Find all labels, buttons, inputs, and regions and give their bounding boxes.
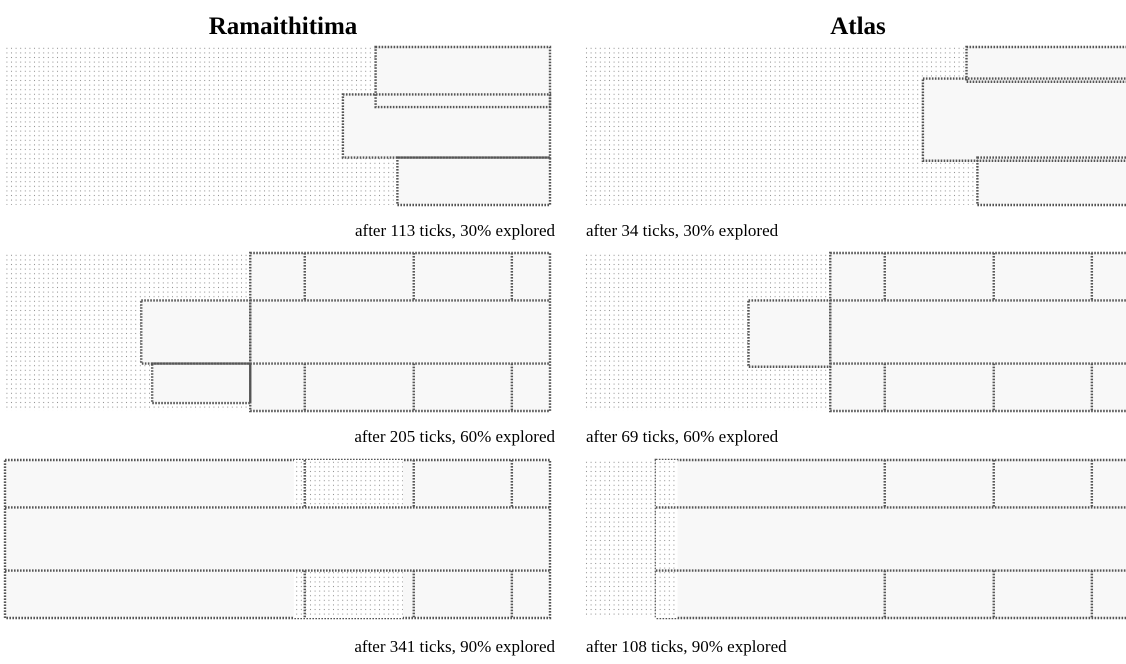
unexplored-area [293,570,403,618]
panel-caption: after 108 ticks, 90% explored [586,637,787,656]
wall [747,299,832,368]
panel-caption: after 341 ticks, 90% explored [354,637,555,656]
map-panel [585,251,1126,413]
wall [965,45,1126,83]
map-panel [585,45,1126,207]
unexplored-area [293,460,403,508]
wall [140,299,252,365]
map-panel [585,458,1126,620]
panel-caption: after 113 ticks, 30% explored [355,221,555,240]
map-panel [5,251,552,413]
explored-area [342,94,550,158]
wall [921,77,1126,162]
panel-caption: after 205 ticks, 60% explored [354,427,555,446]
unexplored-area [655,460,678,618]
explored-area [922,78,1126,161]
map-panel [3,458,552,620]
column-title: Atlas [830,13,886,40]
panel-caption: after 69 ticks, 60% explored [586,427,779,446]
explored-area [152,363,251,404]
explored-area [966,47,1126,82]
explored-area [830,253,1126,411]
panel-caption: after 34 ticks, 30% explored [586,221,779,240]
explored-area [655,460,1126,618]
column-title: Ramaithitima [209,13,358,40]
wall [374,45,552,109]
map-panel [5,45,552,207]
wall [396,156,552,207]
explored-area [977,157,1126,205]
explored-area [141,300,251,364]
explored-area [250,253,550,411]
wall [976,156,1126,207]
wall [249,251,552,413]
explored-area [748,300,831,367]
wall [3,458,552,620]
wall [341,93,552,159]
explored-area [397,157,550,205]
wall [150,362,252,405]
explored-area [5,460,550,618]
